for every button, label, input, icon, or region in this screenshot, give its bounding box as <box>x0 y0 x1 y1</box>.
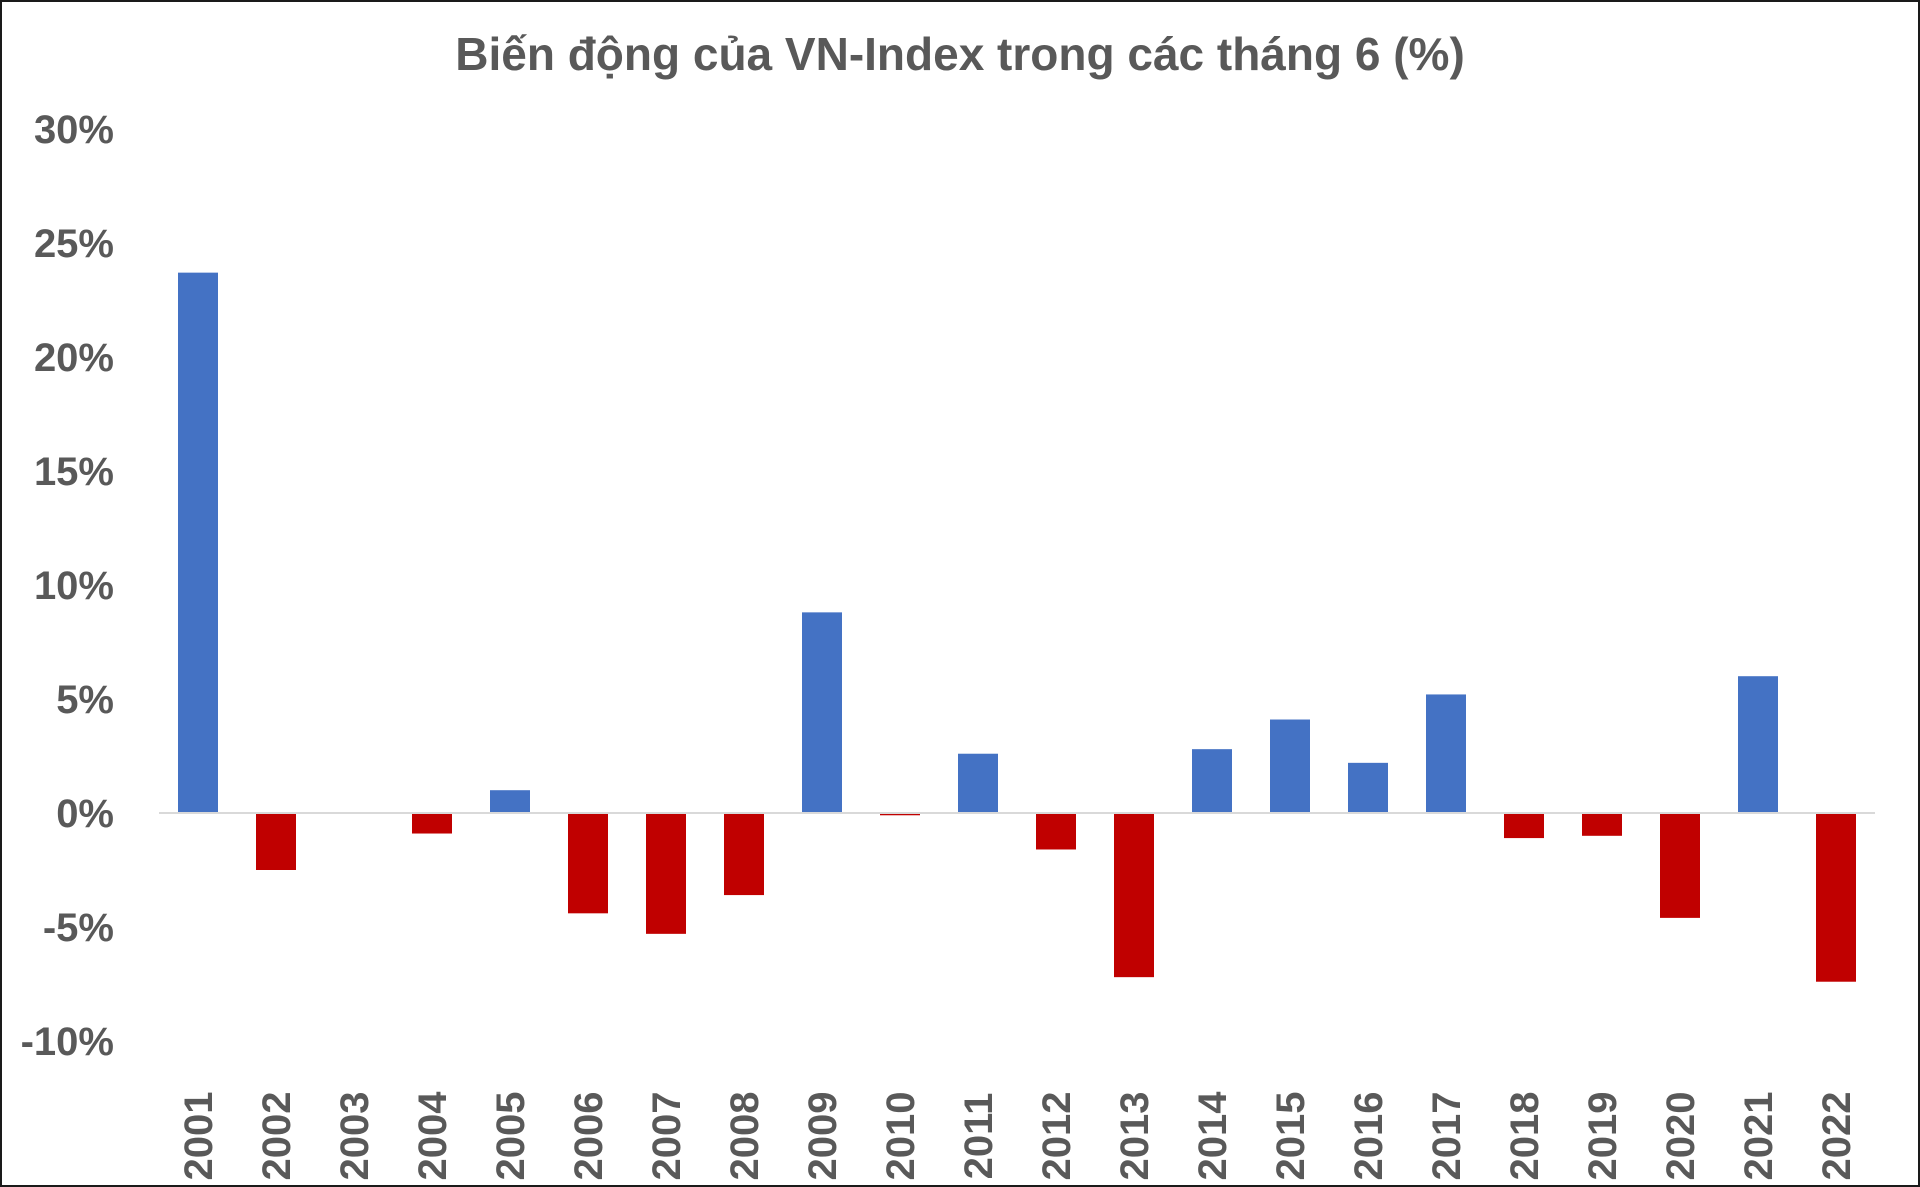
chart-title: Biến động của VN-Index trong các tháng 6… <box>455 28 1465 80</box>
bars-group <box>178 272 1856 982</box>
bar-2004 <box>412 813 452 834</box>
bar-2009 <box>802 612 842 813</box>
y-tick-label: 0% <box>56 792 114 836</box>
bar-2021 <box>1738 676 1778 813</box>
bar-2015 <box>1270 719 1310 813</box>
x-tick-label-2020: 2020 <box>1659 1092 1703 1181</box>
y-tick-label: 20% <box>34 336 114 380</box>
y-tick-label: 30% <box>34 108 114 152</box>
x-tick-label-2018: 2018 <box>1503 1092 1547 1181</box>
y-tick-label: 25% <box>34 222 114 266</box>
x-tick-label-2013: 2013 <box>1113 1092 1157 1181</box>
x-tick-label-2014: 2014 <box>1191 1091 1235 1181</box>
bar-2011 <box>958 753 998 813</box>
bar-2014 <box>1192 749 1232 813</box>
bar-2013 <box>1114 813 1154 978</box>
bar-2017 <box>1426 694 1466 813</box>
x-tick-label-2001: 2001 <box>177 1092 221 1181</box>
bar-2005 <box>490 790 530 813</box>
x-tick-label-2012: 2012 <box>1035 1092 1079 1181</box>
x-tick-label-2008: 2008 <box>723 1092 767 1181</box>
bar-2020 <box>1660 813 1700 918</box>
x-tick-label-2007: 2007 <box>645 1092 689 1181</box>
y-tick-label: 15% <box>34 450 114 494</box>
x-tick-label-2004: 2004 <box>411 1091 455 1181</box>
x-tick-label-2010: 2010 <box>879 1092 923 1181</box>
x-tick-label-2016: 2016 <box>1347 1092 1391 1181</box>
bar-2022 <box>1816 813 1856 982</box>
y-axis-ticks: 30% 25% 20% 15% 10% 5% 0% -5% -10% <box>21 108 114 1064</box>
x-tick-label-2011: 2011 <box>957 1093 1001 1180</box>
x-axis-ticks: 2001 2002 2003 2004 2005 2006 2007 2008 2009 2010… <box>177 1091 1859 1181</box>
bar-2008 <box>724 813 764 896</box>
y-tick-label: -10% <box>21 1020 114 1064</box>
x-tick-label-2017: 2017 <box>1425 1092 1469 1181</box>
bar-2002 <box>256 813 296 870</box>
x-tick-label-2021: 2021 <box>1737 1092 1781 1181</box>
x-tick-label-2019: 2019 <box>1581 1092 1625 1181</box>
bar-2019 <box>1582 813 1622 836</box>
x-tick-label-2006: 2006 <box>567 1092 611 1181</box>
y-tick-label: 10% <box>34 564 114 608</box>
y-tick-label: 5% <box>56 678 114 722</box>
x-tick-label-2002: 2002 <box>255 1092 299 1181</box>
bar-2006 <box>568 813 608 914</box>
bar-2018 <box>1504 813 1544 839</box>
x-tick-label-2022: 2022 <box>1815 1092 1859 1181</box>
bar-2010 <box>880 813 920 816</box>
bar-2007 <box>646 813 686 934</box>
bar-2012 <box>1036 813 1076 850</box>
x-tick-label-2015: 2015 <box>1269 1092 1313 1181</box>
x-tick-label-2003: 2003 <box>333 1092 377 1181</box>
y-tick-label: -5% <box>43 906 114 950</box>
x-tick-label-2005: 2005 <box>489 1092 533 1181</box>
bar-2001 <box>178 272 218 813</box>
x-tick-label-2009: 2009 <box>801 1092 845 1181</box>
bar-2016 <box>1348 762 1388 813</box>
